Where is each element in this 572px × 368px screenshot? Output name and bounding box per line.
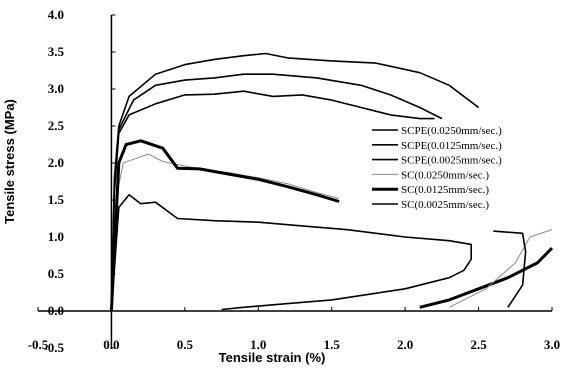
x-tick-label: 3.0 [544,337,560,352]
x-tick-label: 0.5 [177,337,194,352]
series-line-3 [110,153,340,312]
y-tick-label: 2.0 [48,155,64,170]
series-line-4 [109,139,340,312]
x-tick-label: 1.0 [250,337,266,352]
legend: SCPE(0.0250mm/sec.) SCPE(0.0125mm/sec.) SC… [372,125,502,211]
x-tick-label: 2.5 [470,337,487,352]
legend-entry: SC(0.0125mm/sec.) [401,184,489,196]
series-line-6 [419,247,554,309]
x-tick-label: -0.5 [28,337,49,352]
y-tick-label: 1.5 [48,192,65,207]
legend-entry: SC(0.0250mm/sec.) [401,169,489,181]
series-line-8 [493,230,527,308]
x-tick-label: 0.0 [103,337,119,352]
y-tick-label: 4.0 [48,7,64,22]
series-line-1 [110,73,443,312]
y-tick-label: 3.5 [48,44,65,59]
y-tick-label: 0.0 [48,303,64,318]
x-tick-label: 2.0 [397,337,413,352]
legend-entry: SCPE(0.0025mm/sec.) [401,155,502,167]
series-line-7 [448,229,553,308]
series-line-0 [110,52,480,312]
legend-entry: SCPE(0.0250mm/sec.) [401,125,502,137]
x-tick-labels: -0.5 0.0 0.5 1.0 1.5 2.0 2.5 3.0 [28,307,560,352]
y-tick-label: 0.5 [48,266,65,281]
y-tick-labels: -0.5 0.0 0.5 1.0 1.5 2.0 2.5 3.0 3.5 4.0 [43,7,116,355]
series-line-5 [110,194,472,312]
series-lines [109,52,554,312]
y-tick-label: 2.5 [48,118,65,133]
y-tick-label: 1.0 [48,229,64,244]
x-axis-title: Tensile strain (%) [219,350,326,365]
x-tick-label: 1.5 [324,337,341,352]
y-tick-label: -0.5 [43,340,64,355]
legend-entry: SCPE(0.0125mm/sec.) [401,140,502,152]
y-tick-label: 3.0 [48,81,64,96]
y-axis-title: Tensile stress (MPa) [2,99,17,224]
series-line-2 [110,90,435,312]
legend-entry: SC(0.0025mm/sec.) [401,199,489,211]
